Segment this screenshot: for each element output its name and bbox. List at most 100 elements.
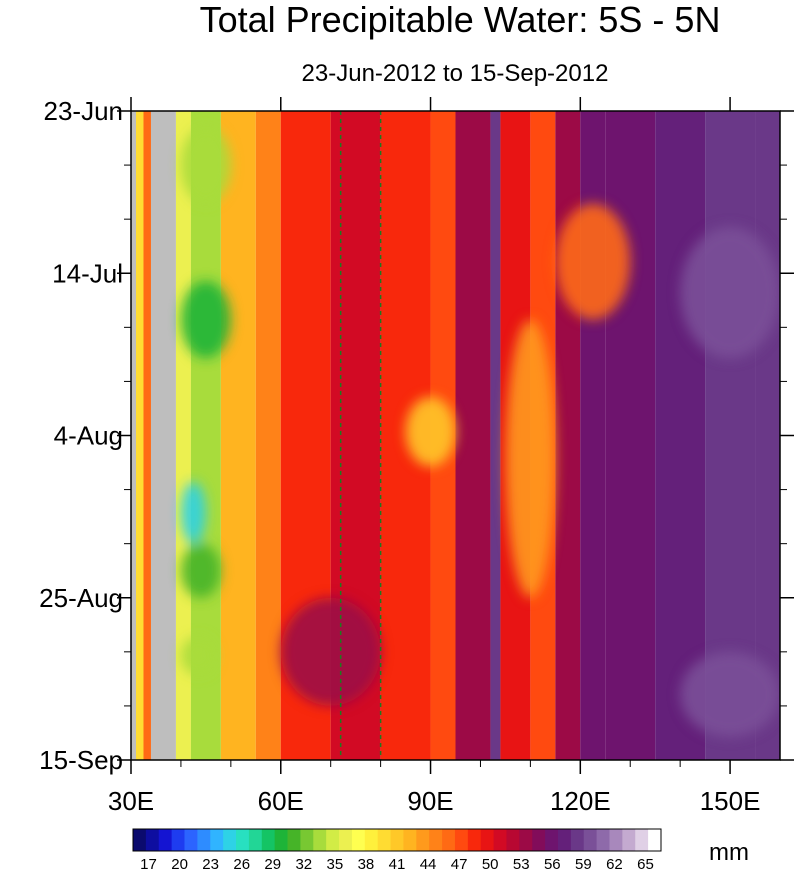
colorbar-swatch bbox=[197, 829, 211, 851]
colorbar-swatch bbox=[557, 829, 572, 851]
data-feature bbox=[180, 126, 231, 204]
x-tick-label: 120E bbox=[550, 786, 611, 816]
colorbar-label: 41 bbox=[389, 856, 406, 873]
data-column bbox=[755, 111, 780, 760]
colorbar-swatch bbox=[300, 829, 314, 851]
data-column bbox=[705, 111, 756, 760]
colorbar-label: 20 bbox=[171, 856, 188, 873]
colorbar-swatch bbox=[648, 829, 662, 851]
colorbar-swatch bbox=[403, 829, 417, 851]
data-column bbox=[605, 111, 656, 760]
colorbar: 17 20 23 26 29 32 35 38 41 44 47 50 53 56 59 62 65 bbox=[132, 828, 662, 873]
colorbar-swatch bbox=[390, 829, 404, 851]
colorbar-swatch bbox=[248, 829, 263, 851]
colorbar-swatch bbox=[609, 829, 623, 851]
colorbar-label: 29 bbox=[264, 856, 281, 873]
colorbar-label: 23 bbox=[202, 856, 219, 873]
data-feature bbox=[555, 203, 631, 320]
colorbar-label: 44 bbox=[420, 856, 437, 873]
colorbar-label: 62 bbox=[606, 856, 623, 873]
colorbar-swatch bbox=[442, 829, 456, 851]
x-tick-label: 60E bbox=[258, 786, 304, 816]
colorbar-swatch bbox=[583, 829, 598, 851]
colorbar-swatch bbox=[545, 829, 559, 851]
chart-title: Total Precipitable Water: 5S - 5N bbox=[199, 0, 721, 40]
x-tick-label: 150E bbox=[700, 786, 761, 816]
data-feature bbox=[280, 597, 381, 706]
colorbar-swatch bbox=[351, 829, 366, 851]
colorbar-swatch bbox=[622, 829, 636, 851]
colorbar-label: 59 bbox=[575, 856, 592, 873]
colorbar-swatch bbox=[635, 829, 649, 851]
colorbar-swatch bbox=[416, 829, 430, 851]
colorbar-swatch bbox=[493, 829, 507, 851]
colorbar-swatch bbox=[326, 829, 340, 851]
colorbar-swatch bbox=[364, 829, 379, 851]
data-column bbox=[655, 111, 706, 760]
colorbar-unit-label: mm bbox=[709, 839, 749, 866]
colorbar-swatch bbox=[171, 829, 185, 851]
colorbar-label: 50 bbox=[482, 856, 499, 873]
colorbar-swatch bbox=[519, 829, 533, 851]
colorbar-label: 17 bbox=[140, 856, 157, 873]
data-column bbox=[555, 111, 581, 760]
data-columns bbox=[131, 111, 780, 760]
data-column bbox=[131, 111, 136, 760]
y-tick-label: 15-Sep bbox=[39, 745, 123, 775]
data-column bbox=[220, 111, 256, 760]
colorbar-swatch bbox=[210, 829, 224, 851]
data-column bbox=[455, 111, 491, 760]
colorbar-swatch bbox=[339, 829, 353, 851]
chart-subtitle: 23-Jun-2012 to 15-Sep-2012 bbox=[301, 60, 609, 87]
colorbar-label: 32 bbox=[295, 856, 312, 873]
data-column bbox=[150, 111, 176, 760]
colorbar-swatch bbox=[236, 829, 250, 851]
data-feature bbox=[180, 481, 206, 544]
colorbar-swatch bbox=[377, 829, 391, 851]
colorbar-swatch bbox=[287, 829, 301, 851]
plot-area bbox=[131, 111, 780, 760]
data-feature bbox=[405, 396, 456, 467]
data-column bbox=[143, 111, 151, 760]
y-tick-label: 14-Jul bbox=[52, 258, 123, 288]
axes: 30E 60E 90E 120E 150E 23-Jun 14-Jul 4-Aug 25-Aug… bbox=[39, 96, 794, 816]
colorbar-label: 26 bbox=[233, 856, 250, 873]
data-column bbox=[135, 111, 144, 760]
y-tick-label: 23-Jun bbox=[44, 96, 124, 126]
colorbar-label: 38 bbox=[358, 856, 375, 873]
data-column bbox=[490, 111, 501, 760]
data-feature bbox=[180, 636, 216, 676]
colorbar-swatch bbox=[454, 829, 469, 851]
colorbar-swatch bbox=[313, 829, 327, 851]
colorbar-label: 65 bbox=[637, 856, 654, 873]
colorbar-swatch bbox=[145, 829, 160, 851]
colorbar-label: 53 bbox=[513, 856, 530, 873]
data-feature bbox=[680, 226, 780, 359]
data-feature bbox=[180, 280, 231, 359]
colorbar-label: 47 bbox=[451, 856, 468, 873]
data-column bbox=[255, 111, 281, 760]
colorbar-swatch bbox=[133, 829, 147, 851]
colorbar-swatch bbox=[570, 829, 585, 851]
x-tick-label: 90E bbox=[407, 786, 453, 816]
colorbar-swatch bbox=[532, 829, 546, 851]
colorbar-swatch bbox=[480, 829, 494, 851]
colorbar-swatch bbox=[184, 829, 198, 851]
data-feature bbox=[180, 543, 221, 598]
data-feature bbox=[680, 651, 780, 737]
colorbar-swatch bbox=[223, 829, 237, 851]
data-feature bbox=[505, 319, 556, 598]
y-tick-label: 25-Aug bbox=[39, 583, 123, 613]
colorbar-swatch bbox=[429, 829, 443, 851]
x-tick-label: 30E bbox=[108, 786, 154, 816]
colorbar-swatch bbox=[158, 829, 173, 851]
colorbar-label: 35 bbox=[327, 856, 344, 873]
colorbar-swatch bbox=[596, 829, 610, 851]
y-tick-label: 4-Aug bbox=[54, 421, 123, 451]
colorbar-swatch bbox=[261, 829, 276, 851]
colorbar-swatch bbox=[506, 829, 520, 851]
colorbar-swatch bbox=[467, 829, 482, 851]
colorbar-label: 56 bbox=[544, 856, 561, 873]
colorbar-swatch bbox=[274, 829, 288, 851]
